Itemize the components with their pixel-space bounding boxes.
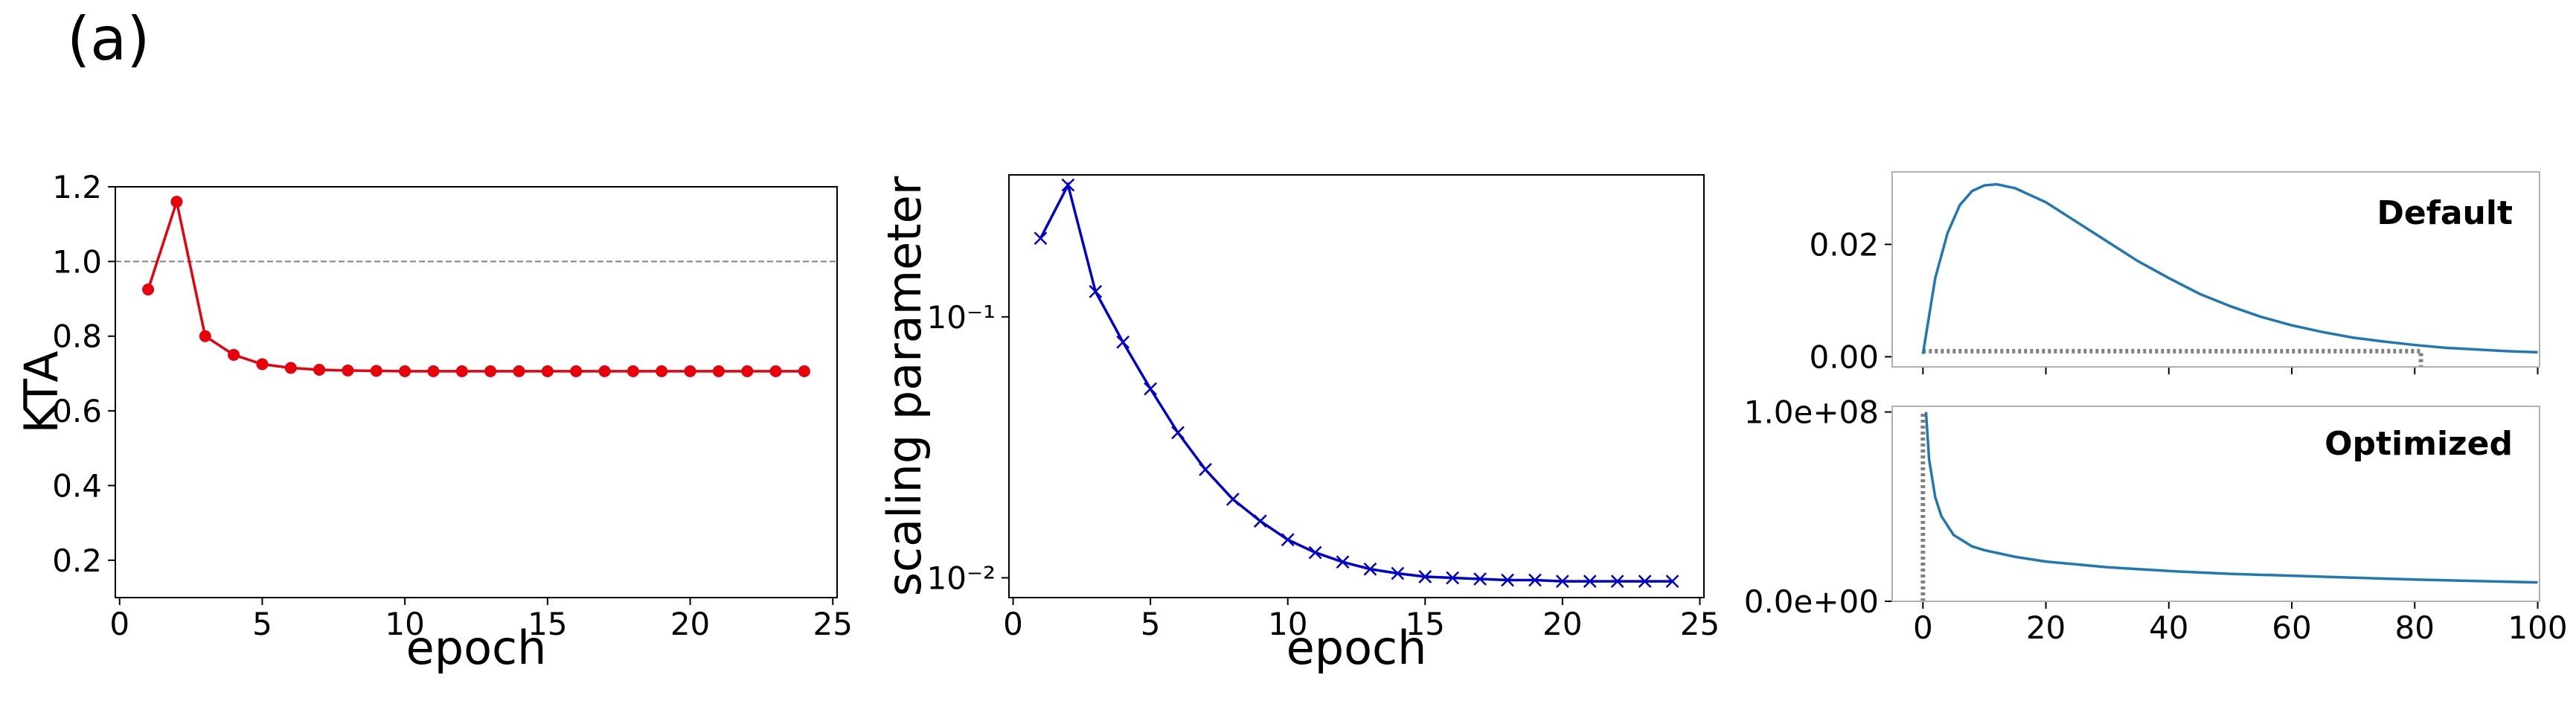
point-marker (1391, 566, 1405, 580)
point-marker (455, 365, 468, 377)
y-axis-label: KTA (14, 351, 68, 433)
x-tick-label: 10 (385, 606, 424, 642)
y-tick-label: 1.0 (52, 243, 102, 280)
point-marker (1610, 575, 1624, 588)
point-marker (1281, 533, 1295, 547)
point-marker (1363, 562, 1377, 576)
x-axis-label: epoch (406, 621, 547, 675)
y-tick-label: 0.02 (1809, 226, 1879, 263)
point-marker (1501, 573, 1514, 587)
point-marker (1336, 555, 1350, 569)
point-marker (1473, 572, 1487, 586)
x-tick-label: 40 (2149, 609, 2188, 646)
y-axis-label: scaling parameter (877, 176, 932, 596)
x-tick-label: 0 (1913, 609, 1933, 646)
axes-frame (1891, 406, 2540, 602)
axes-frame (115, 186, 838, 598)
point-marker (1144, 382, 1158, 396)
point-marker (570, 365, 583, 377)
point-marker (1034, 231, 1048, 246)
point-marker (313, 363, 326, 376)
x-tick-label: 0 (1003, 606, 1023, 642)
point-marker (1225, 493, 1240, 506)
point-marker (342, 364, 354, 377)
point-marker (1446, 571, 1460, 585)
point-marker (541, 365, 554, 377)
point-marker (712, 365, 725, 377)
y-tick-label: 0.8 (52, 319, 102, 355)
point-marker (142, 284, 155, 295)
y-tick-label: 10⁻² (927, 560, 996, 596)
point-marker (627, 365, 639, 377)
point-marker (484, 365, 497, 377)
annotation: Default (2377, 194, 2513, 232)
point-marker (1061, 178, 1075, 192)
point-marker (256, 358, 269, 371)
point-marker (1665, 575, 1679, 588)
axes-frame (1008, 174, 1705, 598)
y-tick-label: 10⁻¹ (927, 299, 996, 336)
point-marker (798, 365, 810, 377)
x-tick-label: 15 (528, 606, 567, 642)
y-tick-label: 1.0e+08 (1744, 394, 1879, 431)
point-marker (1528, 573, 1542, 587)
point-marker (1171, 426, 1185, 440)
point-marker (284, 362, 297, 374)
x-tick-label: 25 (813, 606, 853, 642)
y-tick-label: 1.2 (52, 169, 102, 205)
point-marker (1418, 570, 1432, 583)
series-line (147, 196, 804, 373)
point-marker (1638, 575, 1652, 588)
point-marker (1199, 463, 1212, 476)
axes-frame (1891, 171, 2540, 368)
point-marker (228, 348, 240, 361)
y-tick-label: 0.00 (1809, 339, 1879, 375)
point-marker (1116, 335, 1130, 349)
y-tick-label: 0.6 (52, 393, 102, 429)
y-tick-label: 0.4 (52, 467, 102, 504)
x-tick-label: 80 (2395, 609, 2435, 646)
y-tick-label: 0.2 (52, 543, 102, 579)
point-marker (1253, 514, 1267, 528)
x-tick-label: 10 (1268, 606, 1307, 642)
x-axis-label: epoch (1287, 621, 1427, 675)
x-tick-label: 5 (1141, 606, 1161, 642)
point-marker (656, 365, 668, 377)
point-marker (170, 196, 183, 208)
point-marker (1308, 545, 1322, 560)
x-tick-label: 5 (252, 606, 272, 642)
point-marker (199, 330, 211, 342)
x-tick-label: 15 (1406, 606, 1445, 642)
series-line (1924, 412, 2538, 584)
y-tick-label: 0.0e+00 (1744, 583, 1879, 620)
point-marker (1555, 575, 1569, 588)
point-marker (399, 365, 411, 377)
point-marker (741, 365, 754, 377)
x-tick-label: 0 (109, 606, 129, 642)
point-marker (1583, 575, 1597, 588)
x-tick-label: 100 (2508, 609, 2567, 646)
point-marker (427, 365, 440, 377)
point-marker (370, 365, 382, 377)
panel-label: (a) (67, 4, 150, 74)
x-tick-label: 20 (1542, 606, 1582, 642)
x-tick-label: 20 (670, 606, 710, 642)
guide-line (1923, 348, 2423, 367)
point-marker (598, 365, 611, 377)
point-marker (1089, 284, 1103, 298)
x-tick-label: 20 (2026, 609, 2066, 646)
x-tick-label: 25 (1680, 606, 1720, 642)
annotation: Optimized (2325, 425, 2513, 463)
point-marker (684, 365, 696, 377)
series-line (1039, 181, 1673, 583)
x-tick-label: 60 (2272, 609, 2311, 646)
point-marker (513, 365, 525, 377)
point-marker (769, 365, 782, 377)
series-line (1921, 182, 2538, 354)
